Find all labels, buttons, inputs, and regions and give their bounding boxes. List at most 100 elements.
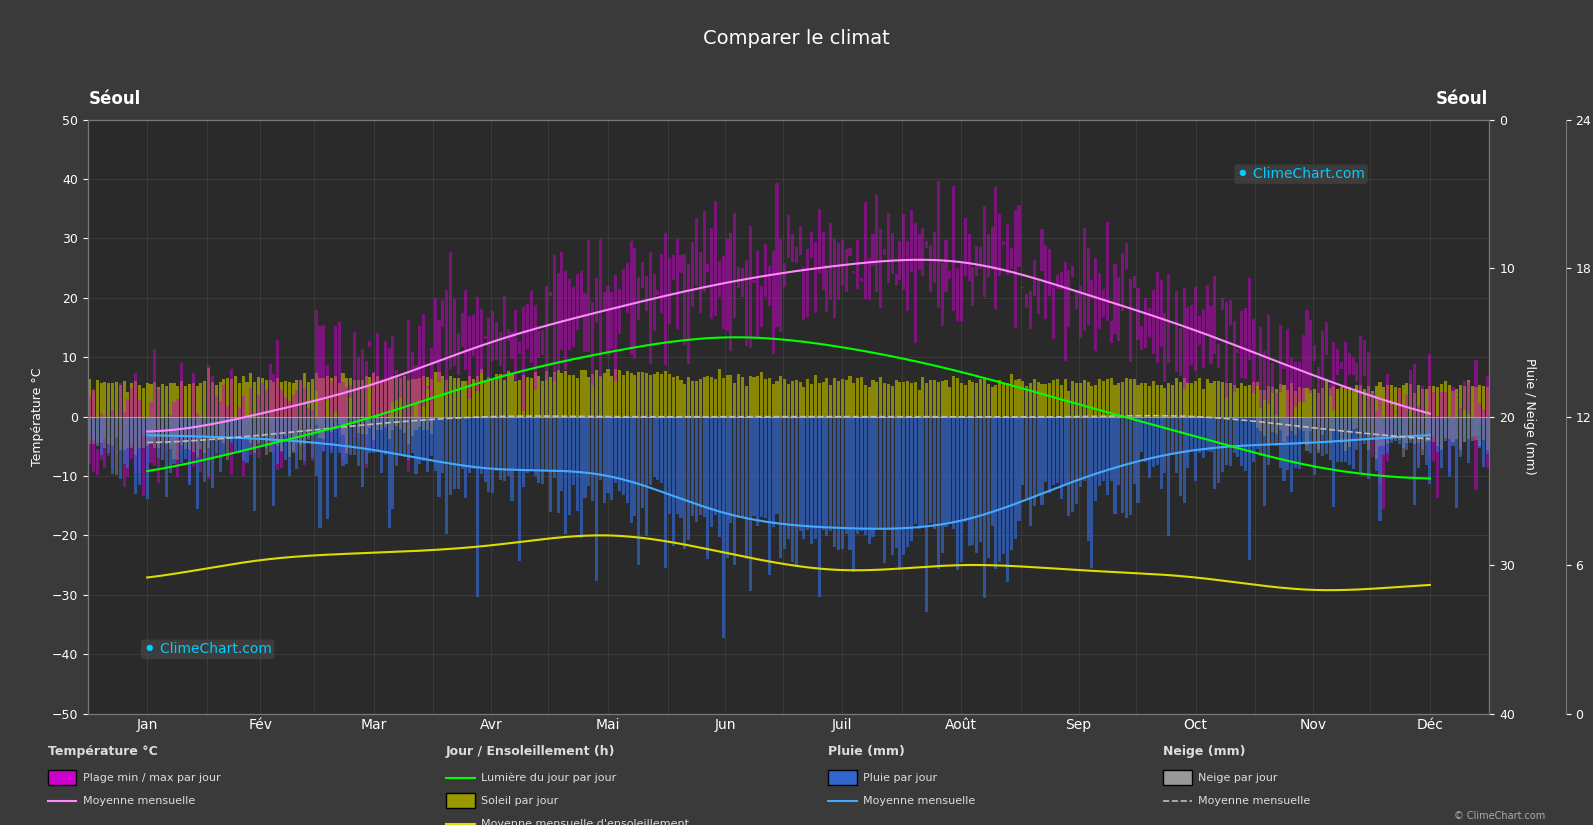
Bar (1110, 321, 1112, 342)
Bar (465, 417, 467, 498)
Bar (1255, 380, 1258, 386)
Bar (883, 383, 886, 417)
Bar (986, 234, 989, 276)
Bar (131, 417, 134, 444)
Bar (161, 417, 164, 443)
Bar (379, 417, 382, 431)
Bar (1244, 386, 1247, 417)
Bar (503, 380, 507, 417)
Bar (1313, 417, 1316, 441)
Bar (425, 417, 429, 430)
Bar (765, 417, 766, 518)
Bar (972, 417, 975, 544)
Bar (1064, 380, 1067, 417)
Bar (354, 417, 357, 424)
Bar (452, 378, 456, 417)
Bar (1313, 345, 1316, 361)
Bar (738, 417, 741, 518)
Bar (1010, 375, 1013, 417)
Bar (1459, 417, 1462, 457)
Text: ⚫ ClimeChart.com: ⚫ ClimeChart.com (143, 643, 271, 657)
Bar (1378, 399, 1381, 485)
Bar (1313, 389, 1316, 417)
Bar (134, 417, 137, 455)
Bar (1478, 417, 1481, 448)
Bar (1010, 417, 1013, 550)
Bar (119, 384, 121, 439)
Bar (139, 417, 142, 485)
Bar (226, 406, 229, 426)
Bar (1271, 417, 1274, 431)
Bar (172, 417, 175, 460)
Bar (327, 417, 330, 431)
Bar (591, 417, 594, 502)
Bar (926, 383, 929, 417)
Bar (1176, 417, 1177, 473)
Bar (871, 417, 875, 537)
Bar (368, 417, 371, 453)
Bar (830, 385, 832, 417)
Bar (510, 374, 513, 417)
Bar (895, 274, 897, 285)
Bar (341, 373, 344, 417)
Bar (314, 309, 317, 391)
Bar (218, 417, 221, 472)
Bar (472, 380, 475, 417)
Bar (1340, 417, 1343, 443)
Bar (139, 400, 142, 474)
Bar (779, 417, 782, 559)
Bar (741, 417, 744, 517)
Bar (215, 384, 218, 417)
Bar (1149, 309, 1152, 337)
Bar (887, 417, 890, 530)
Bar (572, 375, 575, 417)
Bar (980, 417, 983, 542)
Bar (1421, 389, 1424, 417)
Bar (411, 417, 414, 454)
Bar (158, 417, 161, 458)
Bar (964, 218, 967, 276)
Bar (368, 417, 371, 428)
Bar (664, 417, 667, 568)
Bar (1329, 417, 1332, 443)
Bar (1298, 362, 1301, 403)
Bar (295, 417, 298, 441)
Bar (695, 380, 698, 417)
Bar (1045, 384, 1047, 417)
Bar (660, 417, 663, 483)
Bar (580, 271, 583, 318)
Bar (491, 311, 494, 361)
Bar (1462, 417, 1466, 442)
Bar (1309, 390, 1313, 417)
Bar (1255, 417, 1258, 428)
Bar (1286, 417, 1289, 470)
Bar (855, 240, 859, 290)
Bar (1228, 417, 1231, 466)
Bar (256, 417, 260, 444)
Bar (226, 417, 229, 460)
Bar (288, 401, 292, 441)
Bar (833, 417, 836, 547)
Bar (561, 417, 564, 491)
Bar (1448, 417, 1451, 477)
Bar (264, 417, 268, 448)
Bar (1048, 384, 1051, 417)
Bar (357, 356, 360, 438)
Bar (357, 417, 360, 465)
Bar (449, 252, 452, 369)
Bar (817, 417, 820, 597)
Bar (940, 417, 943, 554)
Bar (376, 333, 379, 414)
Bar (1279, 325, 1282, 392)
Bar (346, 417, 349, 453)
Bar (790, 381, 793, 417)
Bar (710, 417, 714, 526)
Bar (96, 417, 99, 443)
Bar (714, 380, 717, 417)
Bar (1225, 383, 1228, 417)
Bar (746, 417, 747, 559)
Bar (771, 252, 774, 354)
Bar (621, 375, 624, 417)
Bar (640, 262, 644, 288)
Bar (1340, 362, 1343, 369)
